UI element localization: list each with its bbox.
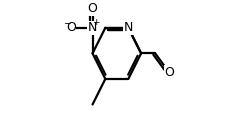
Text: O: O	[87, 2, 97, 15]
Text: O: O	[66, 21, 75, 34]
Text: N: N	[88, 21, 97, 34]
Text: −: −	[63, 18, 70, 27]
Text: N: N	[123, 21, 133, 34]
Text: O: O	[164, 66, 173, 79]
Text: +: +	[92, 18, 99, 27]
